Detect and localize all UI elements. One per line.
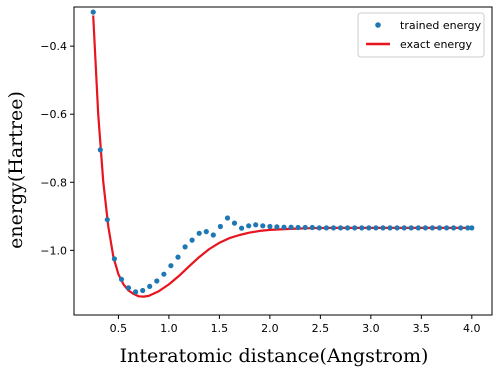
trained-energy-point — [231, 220, 238, 226]
trained-energy-point — [408, 225, 414, 231]
legend-marker-trained-energy — [375, 22, 381, 28]
trained-energy-point — [323, 225, 329, 231]
trained-energy-point — [111, 256, 117, 262]
trained-energy-point — [189, 237, 195, 243]
x-axis-title: Interatomic distance(Angstrom) — [120, 345, 429, 367]
legend-label-exact-energy: exact energy — [400, 38, 473, 51]
x-tick-label: 2.0 — [261, 322, 279, 335]
trained-energy-point — [154, 278, 160, 284]
trained-energy-point — [359, 225, 365, 231]
trained-energy-point — [415, 225, 421, 231]
trained-energy-point — [444, 225, 450, 231]
trained-energy-point — [253, 222, 259, 228]
trained-energy-point — [345, 225, 351, 231]
y-tick-label: −0.4 — [40, 40, 67, 53]
x-tick-label: 3.0 — [362, 322, 380, 335]
trained-energy-point — [401, 225, 407, 231]
trained-energy-point — [267, 223, 273, 230]
trained-energy-point — [309, 224, 315, 231]
trained-energy-point — [125, 285, 132, 291]
trained-energy-point — [210, 232, 216, 238]
trained-energy-point — [352, 225, 358, 231]
trained-energy-point — [203, 229, 209, 235]
trained-energy-point — [281, 224, 287, 230]
trained-energy-point — [316, 225, 322, 231]
trained-energy-point — [330, 225, 337, 231]
trained-energy-point — [104, 217, 110, 223]
x-tick-label: 4.0 — [463, 322, 481, 335]
trained-energy-point — [302, 224, 308, 231]
legend: trained energy exact energy — [357, 12, 485, 58]
y-axis-ticks: −1.0 −0.8 −0.6 −0.4 — [40, 40, 74, 257]
trained-energy-point — [274, 224, 280, 230]
trained-energy-point — [90, 9, 96, 15]
trained-energy-point — [366, 225, 372, 231]
trained-energy-point — [436, 225, 443, 231]
trained-energy-point — [182, 244, 188, 250]
trained-energy-point — [224, 215, 231, 221]
x-axis-ticks: 0.5 1.0 1.5 2.0 2.5 3.0 3.5 4.0 — [110, 315, 481, 335]
trained-energy-point — [380, 225, 386, 231]
plot-area — [73, 6, 493, 316]
trained-energy-point — [246, 223, 252, 229]
trained-energy-point — [373, 225, 379, 231]
trained-energy-point — [429, 225, 435, 231]
trained-energy-point — [97, 147, 103, 153]
trained-energy-point — [288, 224, 294, 230]
trained-energy-point — [196, 230, 202, 236]
y-tick-label: −0.8 — [40, 176, 67, 189]
x-tick-label: 0.5 — [110, 322, 128, 335]
trained-energy-point — [217, 223, 223, 230]
trained-energy-point — [161, 271, 167, 277]
trained-energy-point — [260, 223, 266, 229]
y-tick-label: −1.0 — [40, 244, 67, 257]
x-tick-label: 3.5 — [413, 322, 431, 335]
trained-energy-point — [239, 225, 245, 231]
trained-energy-point — [394, 225, 400, 231]
trained-energy-point — [469, 225, 475, 231]
trained-energy-point — [168, 263, 174, 269]
trained-energy-point — [387, 225, 393, 231]
y-tick-label: −0.6 — [40, 108, 67, 121]
trained-energy-point — [140, 287, 146, 294]
trained-energy-point — [458, 225, 464, 231]
trained-energy-point — [147, 283, 153, 289]
trained-energy-point — [133, 289, 139, 295]
x-tick-label: 1.0 — [160, 322, 178, 335]
x-tick-label: 2.5 — [312, 322, 330, 335]
trained-energy-point — [295, 224, 301, 231]
trained-energy-point — [451, 225, 457, 231]
trained-energy-point — [175, 254, 181, 260]
x-tick-label: 1.5 — [211, 322, 229, 335]
y-axis-title: energy(Hartree) — [5, 91, 27, 249]
trained-energy-point — [422, 225, 428, 231]
trained-energy-point — [465, 225, 471, 231]
legend-label-trained-energy: trained energy — [400, 19, 482, 32]
trained-energy-point — [118, 276, 125, 282]
legend-box — [357, 12, 485, 58]
series-layer — [90, 9, 475, 298]
trained-energy-point — [338, 225, 344, 231]
